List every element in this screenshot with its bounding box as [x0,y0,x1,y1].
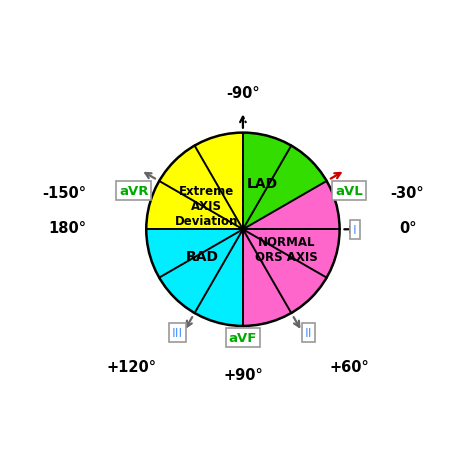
Text: 0°: 0° [400,220,417,235]
Wedge shape [243,133,327,230]
Text: -90°: -90° [226,86,260,100]
Text: -150°: -150° [42,186,86,201]
Text: +90°: +90° [223,367,263,382]
Text: II: II [305,327,312,339]
Text: aVF: aVF [229,331,257,344]
Text: LAD: LAD [246,177,278,191]
Wedge shape [146,230,243,326]
Text: aVL: aVL [336,185,363,197]
Text: -30°: -30° [390,186,423,201]
Wedge shape [243,182,339,326]
Text: RAD: RAD [186,250,219,264]
Text: +60°: +60° [329,359,369,374]
Text: +120°: +120° [107,359,157,374]
Text: III: III [172,327,183,339]
Text: aVR: aVR [119,185,148,197]
Wedge shape [146,133,243,230]
Text: Extreme
AXIS
Deviation: Extreme AXIS Deviation [174,184,238,227]
Text: 180°: 180° [48,220,86,235]
Text: I: I [353,223,357,236]
Text: NORMAL
QRS AXIS: NORMAL QRS AXIS [255,235,318,263]
